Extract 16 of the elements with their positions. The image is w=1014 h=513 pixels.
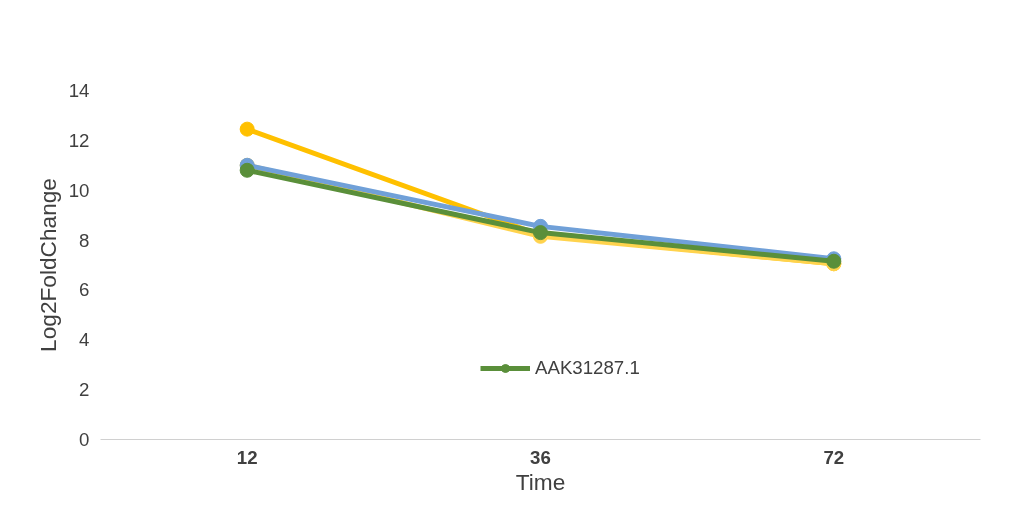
y-tick-label: 4 [79,329,90,351]
y-tick-label: 0 [79,429,90,450]
point [239,121,255,137]
y-tick-label: 6 [79,279,90,301]
y-axis-title: Log2FoldChange [34,178,61,352]
y-tick-label: 12 [68,129,90,151]
legend-label: AAK31287.1 [535,357,640,379]
x-tick-label: 12 [236,446,258,468]
y-tick-label: 10 [68,179,90,201]
x-tick-label: 72 [823,446,845,468]
x-axis-title: Time [515,468,566,495]
x-tick-label: 36 [530,446,551,468]
y-tick-label: 8 [79,229,90,251]
point [239,162,255,178]
y-tick-label: 14 [68,80,90,101]
y-tick-label: 2 [79,379,90,401]
